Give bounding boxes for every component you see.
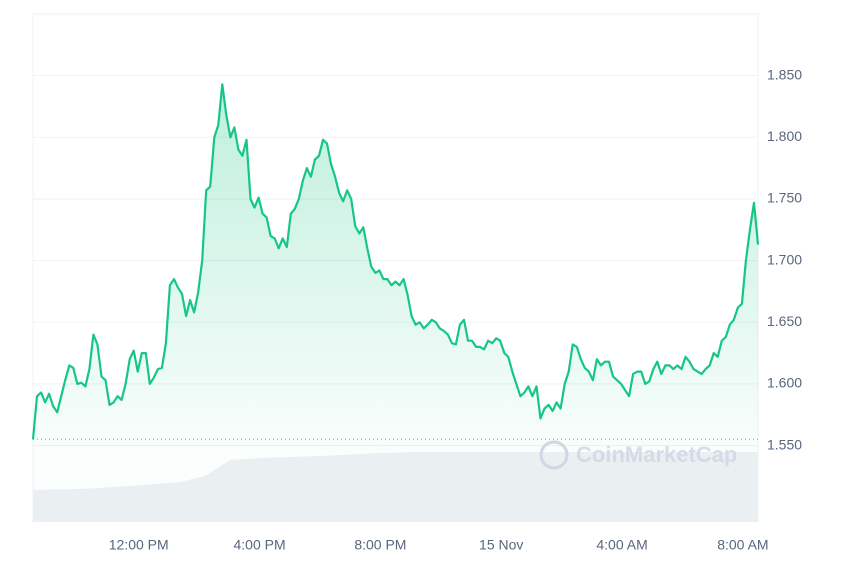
- y-tick-label: 1.650: [767, 313, 802, 329]
- y-tick-label: 1.800: [767, 128, 802, 144]
- watermark: CoinMarketCap: [539, 440, 737, 470]
- area: [33, 84, 758, 523]
- y-tick-label: 1.550: [767, 436, 802, 452]
- y-tick-label: 1.750: [767, 190, 802, 206]
- y-tick-label: 1.700: [767, 251, 802, 267]
- x-tick-label: 12:00 PM: [109, 537, 169, 553]
- x-tick-label: 4:00 AM: [596, 537, 647, 553]
- x-tick-label: 15 Nov: [479, 537, 523, 553]
- x-tick-label: 8:00 PM: [354, 537, 406, 553]
- y-tick-label: 1.850: [767, 66, 802, 82]
- x-tick-label: 8:00 AM: [717, 537, 768, 553]
- watermark-logo: [539, 440, 569, 470]
- y-tick-label: 1.600: [767, 375, 802, 391]
- price-line: [31, 83, 760, 440]
- watermark-text: CoinMarketCap: [576, 442, 737, 467]
- x-tick-label: 4:00 PM: [233, 537, 285, 553]
